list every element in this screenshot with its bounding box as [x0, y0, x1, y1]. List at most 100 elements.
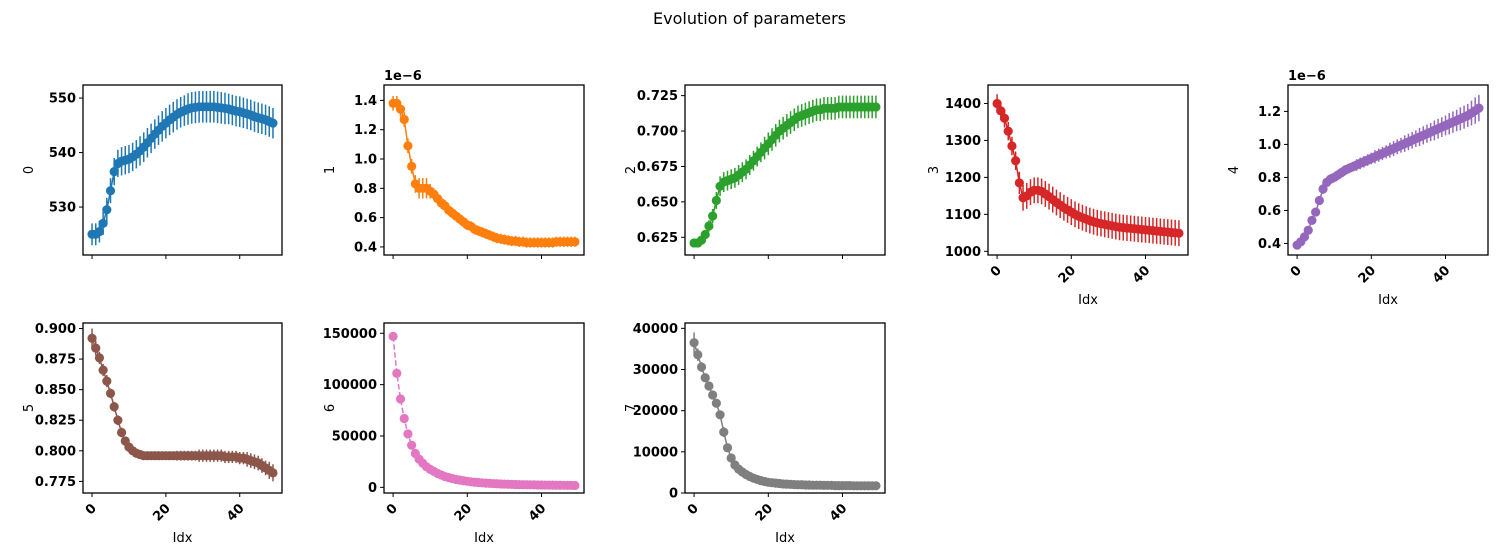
- data-point: [871, 102, 881, 112]
- x-tick-label: 20: [1056, 263, 1079, 286]
- x-axis-label: Idx: [775, 531, 795, 546]
- y-tick-label: 50000: [332, 429, 377, 444]
- y-axis-label: 2: [624, 166, 639, 174]
- axis-offset-label: 1e−6: [384, 69, 422, 84]
- x-tick-label: 40: [1430, 263, 1453, 286]
- x-tick-label: 20: [1356, 263, 1379, 286]
- data-point: [109, 402, 119, 412]
- subplot-p0: 530 540 550 0: [22, 84, 283, 259]
- y-tick-label: 0.4: [1258, 237, 1281, 252]
- axes-frame: [684, 84, 886, 256]
- data-point: [1303, 225, 1313, 235]
- data-point: [407, 161, 417, 171]
- y-tick-label: 0: [669, 487, 678, 502]
- y-tick-label: 40000: [633, 322, 678, 337]
- y-tick-label: 1400: [945, 97, 981, 112]
- y-tick-label: 0.6: [1258, 204, 1281, 219]
- data-point: [696, 362, 707, 372]
- subplot-p6: 0 50000 100000 150000 0 20 40 6 Idx: [323, 322, 585, 546]
- axes-frame: [1287, 84, 1489, 256]
- x-tick-label: 0: [1288, 263, 1305, 280]
- data-point: [98, 218, 108, 228]
- data-point: [871, 481, 881, 491]
- data-point: [87, 333, 97, 343]
- data-point: [715, 410, 725, 420]
- plot-area-p1: [388, 95, 580, 248]
- y-tick-label: 10000: [633, 445, 678, 460]
- y-tick-label: 0.700: [637, 125, 678, 140]
- y-tick-label: 540: [49, 146, 76, 161]
- x-tick-label: 20: [753, 501, 776, 524]
- y-tick-label: 1200: [945, 171, 981, 186]
- y-tick-label: 1.2: [354, 123, 377, 138]
- data-point: [399, 114, 409, 125]
- y-tick-label: 1100: [945, 208, 981, 223]
- y-axis-label: 7: [624, 404, 639, 412]
- y-tick-label: 1.4: [354, 94, 377, 109]
- series-line-p4: [1296, 107, 1480, 246]
- data-point: [1007, 141, 1017, 151]
- data-point: [1474, 103, 1484, 113]
- data-point: [1314, 195, 1324, 206]
- y-tick-label: 0.725: [637, 89, 678, 104]
- data-point: [570, 480, 580, 491]
- x-tick-label: 40: [224, 501, 247, 524]
- plot-area-p5: [87, 328, 278, 482]
- y-axis-label: 6: [323, 404, 338, 412]
- data-point: [704, 221, 714, 231]
- y-tick-label: 0.8: [354, 182, 377, 197]
- x-axis-label: Idx: [1078, 293, 1098, 308]
- data-point: [268, 468, 278, 478]
- data-point: [407, 440, 417, 450]
- y-axis-label: 3: [927, 166, 942, 174]
- y-tick-label: 0.800: [35, 444, 76, 459]
- data-point: [999, 113, 1010, 123]
- data-point: [98, 365, 108, 375]
- y-tick-label: 0.8: [1258, 171, 1281, 186]
- y-axis-label: 4: [1227, 166, 1242, 174]
- plot-area-p4: [1292, 94, 1484, 250]
- x-axis-label: Idx: [173, 531, 193, 546]
- data-point: [1174, 228, 1184, 238]
- plot-area-p3: [992, 94, 1184, 247]
- series-line-p3: [996, 103, 1179, 234]
- data-point: [996, 106, 1006, 116]
- subplot-p1: 0.4 0.6 0.8 1.0 1.2 1.4 1 1e−6: [323, 69, 585, 259]
- data-point: [109, 167, 119, 177]
- y-tick-label: 30000: [633, 363, 678, 378]
- x-tick-label: 40: [526, 501, 549, 524]
- x-tick-label: 0: [988, 263, 1005, 280]
- y-tick-label: 0.4: [354, 240, 377, 255]
- data-point: [105, 186, 116, 196]
- plot-area-p2: [689, 95, 881, 248]
- y-tick-label: 100000: [323, 378, 377, 393]
- data-point: [399, 413, 409, 424]
- data-point: [689, 338, 699, 348]
- axes-frame: [987, 84, 1189, 256]
- data-point: [726, 453, 736, 463]
- y-axis-label: 0: [22, 166, 37, 174]
- subplot-p4: 0.4 0.6 0.8 1.0 1.2 0 20 40 4 Idx 1e−6: [1227, 69, 1489, 308]
- data-point: [116, 427, 127, 438]
- y-tick-label: 0.675: [637, 160, 678, 175]
- data-point: [395, 104, 406, 114]
- plot-area-p7: [689, 332, 881, 491]
- x-tick-label: 40: [827, 501, 850, 524]
- y-tick-label: 1.0: [354, 153, 377, 168]
- x-tick-label: 0: [384, 501, 401, 518]
- y-tick-label: 0.650: [637, 195, 678, 210]
- x-tick-label: 0: [83, 501, 100, 518]
- data-point: [1311, 207, 1321, 217]
- y-tick-label: 0.900: [35, 322, 76, 337]
- data-point: [708, 211, 718, 221]
- y-tick-label: 1300: [945, 134, 981, 149]
- data-point: [94, 226, 105, 237]
- data-point: [268, 118, 278, 128]
- x-tick-label: 20: [150, 501, 173, 524]
- subplot-p7: 0 10000 20000 30000 40000 0 20 40 7 Idx: [624, 322, 886, 546]
- y-tick-label: 550: [49, 92, 76, 107]
- data-point: [392, 368, 402, 378]
- data-point: [704, 381, 714, 391]
- series-line-p1: [393, 102, 575, 244]
